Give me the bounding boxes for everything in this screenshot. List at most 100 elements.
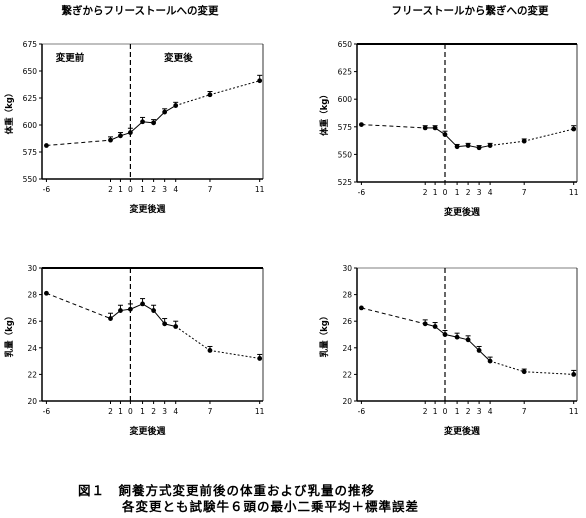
data-point [173,324,179,329]
y-tick-label: 525 [338,178,353,187]
data-point [127,130,133,135]
y-tick-label: 24 [27,344,37,353]
y-tick-label: 22 [27,370,37,379]
figure-caption-line1: 図１ 飼養方式変更前後の体重および乳量の推移 [78,483,376,498]
x-tick-label: 1 [433,407,438,416]
x-tick-label: 11 [569,188,579,197]
data-point [465,143,471,148]
x-tick-label: -6 [358,188,366,197]
series-segment [153,111,166,124]
data-point [476,348,482,353]
y-tick-label: 575 [338,123,353,132]
data-point [140,119,145,125]
data-point [359,305,364,311]
y-tick-label: 625 [338,68,353,77]
data-point [44,143,49,148]
x-tick-label: 7 [208,407,213,416]
x-tick-label: 4 [488,407,493,416]
y-tick-label: 600 [338,95,353,104]
x-tick-label: -6 [43,407,51,416]
y-tick-label: 650 [23,67,38,76]
x-tick-label: 4 [173,407,178,416]
series-segment [361,307,426,325]
x-tick-label: 7 [208,185,213,194]
y-axis-label: 体重（kg） [319,90,330,136]
data-point [454,334,460,340]
chart-title: フリーストールから繋ぎへの変更 [392,4,549,17]
series-segment [490,140,525,147]
series-segment [489,360,525,373]
x-tick-label: 1 [455,407,460,416]
y-tick-label: 550 [23,175,38,184]
x-axis-label: 変更後週 [129,425,166,437]
y-tick-label: 28 [27,291,37,300]
data-point [207,92,213,98]
x-tick-label: 2 [151,407,156,416]
data-point [162,321,168,327]
series-segment [130,121,143,133]
data-point [521,369,527,375]
x-tick-label: 4 [488,188,493,197]
y-tick-label: 28 [342,291,352,300]
series-segment [175,94,211,107]
x-tick-label: 2 [466,407,471,416]
y-tick-label: 625 [23,94,38,103]
y-axis-label: 体重（kg） [4,89,15,135]
figure-caption-line2: 各変更とも試験牛６頭の最小二乗平均＋標準誤差 [122,499,420,514]
series-segment [175,326,211,351]
x-tick-label: 1 [433,188,438,197]
y-tick-label: 675 [23,40,38,49]
data-point [422,125,428,131]
x-tick-label: 1 [140,185,145,194]
x-tick-label: 1 [455,188,460,197]
y-axis-label: 乳量（kg） [319,312,330,358]
x-tick-label: 11 [255,185,265,194]
data-point [162,109,168,115]
x-tick-label: 0 [443,188,448,197]
data-point [432,125,438,131]
series-segment [467,339,480,351]
x-tick-label: 1 [118,407,123,416]
data-point [118,308,123,313]
series-segment [361,124,426,129]
x-tick-label: 3 [477,188,482,197]
x-tick-label: 0 [128,407,133,416]
y-tick-label: 650 [338,40,353,49]
data-point [422,321,428,327]
series-segment [46,292,111,320]
x-tick-label: 2 [108,407,113,416]
x-tick-label: 3 [162,185,167,194]
series-segment [153,310,166,325]
series-segment [209,349,260,359]
data-point [442,132,448,137]
x-tick-label: 11 [569,407,579,416]
x-tick-label: 7 [522,188,527,197]
y-tick-label: 24 [342,344,352,353]
data-point [465,337,471,343]
region-label-before: 変更前 [56,52,85,64]
data-point [432,324,438,329]
x-tick-label: 2 [151,185,156,194]
x-axis-label: 変更後週 [444,425,481,437]
data-point [487,143,493,148]
y-tick-label: 26 [27,317,37,326]
x-tick-label: -6 [358,407,366,416]
y-tick-label: 600 [23,121,38,130]
data-point [442,332,448,337]
y-tick-label: 575 [23,148,38,157]
series-segment [478,350,491,362]
series-segment [524,371,574,375]
x-tick-label: 2 [423,188,428,197]
x-axis-label: 変更後週 [129,203,166,215]
data-point [257,78,263,84]
region-label-after: 変更後 [164,52,193,64]
data-point [207,348,213,353]
y-tick-label: 20 [27,397,37,406]
y-tick-label: 22 [342,370,352,379]
y-tick-label: 30 [27,264,37,273]
x-tick-label: 0 [443,407,448,416]
